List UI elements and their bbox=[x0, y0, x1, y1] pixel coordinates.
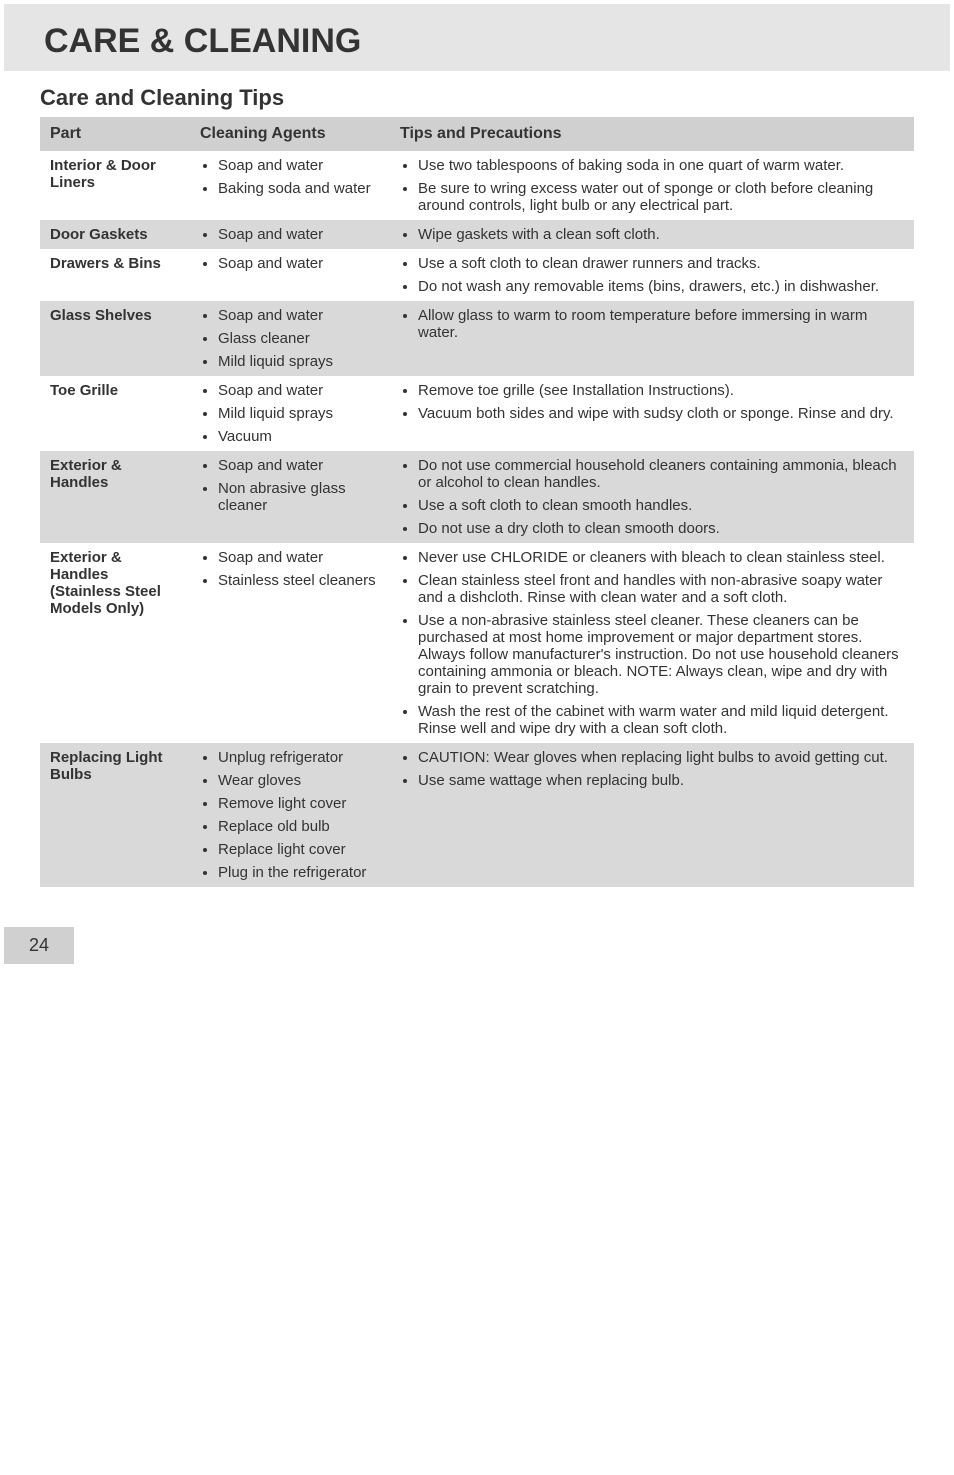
list-item: Wear gloves bbox=[218, 772, 380, 789]
list-item: Clean stainless steel front and handles … bbox=[418, 572, 904, 606]
part-cell: Toe Grille bbox=[40, 376, 190, 451]
col-agents: Cleaning Agents bbox=[190, 117, 390, 151]
tips-cell: Wipe gaskets with a clean soft cloth. bbox=[390, 220, 914, 249]
table-row: Glass Shelves Soap and water Glass clean… bbox=[40, 301, 914, 376]
list-item: Mild liquid sprays bbox=[218, 405, 380, 422]
list-item: Use two tablespoons of baking soda in on… bbox=[418, 157, 904, 174]
agents-cell: Soap and water bbox=[190, 220, 390, 249]
table-row: Interior & Door Liners Soap and water Ba… bbox=[40, 151, 914, 220]
table-row: Exterior & Handles Soap and water Non ab… bbox=[40, 451, 914, 543]
tips-cell: CAUTION: Wear gloves when replacing ligh… bbox=[390, 743, 914, 887]
list-item: Remove toe grille (see Installation Inst… bbox=[418, 382, 904, 399]
list-item: Non abrasive glass cleaner bbox=[218, 480, 380, 514]
list-item: Mild liquid sprays bbox=[218, 353, 380, 370]
tips-cell: Do not use commercial household cleaners… bbox=[390, 451, 914, 543]
part-cell: Exterior & Handles bbox=[40, 451, 190, 543]
list-item: Allow glass to warm to room temperature … bbox=[418, 307, 904, 341]
part-cell: Exterior & Handles (Stainless Steel Mode… bbox=[40, 543, 190, 743]
list-item: Soap and water bbox=[218, 157, 380, 174]
table-row: Drawers & Bins Soap and water Use a soft… bbox=[40, 249, 914, 301]
table-row: Exterior & Handles (Stainless Steel Mode… bbox=[40, 543, 914, 743]
list-item: Use same wattage when replacing bulb. bbox=[418, 772, 904, 789]
content-area: Care and Cleaning Tips Part Cleaning Age… bbox=[0, 85, 954, 887]
table-header-row: Part Cleaning Agents Tips and Precaution… bbox=[40, 117, 914, 151]
list-item: Do not wash any removable items (bins, d… bbox=[418, 278, 904, 295]
list-item: Baking soda and water bbox=[218, 180, 380, 197]
list-item: Vacuum bbox=[218, 428, 380, 445]
list-item: CAUTION: Wear gloves when replacing ligh… bbox=[418, 749, 904, 766]
agents-cell: Soap and water Stainless steel cleaners bbox=[190, 543, 390, 743]
tips-cell: Remove toe grille (see Installation Inst… bbox=[390, 376, 914, 451]
agents-cell: Soap and water Glass cleaner Mild liquid… bbox=[190, 301, 390, 376]
list-item: Use a soft cloth to clean drawer runners… bbox=[418, 255, 904, 272]
table-row: Door Gaskets Soap and water Wipe gaskets… bbox=[40, 220, 914, 249]
list-item: Use a soft cloth to clean smooth handles… bbox=[418, 497, 904, 514]
header-band: CARE & CLEANING bbox=[4, 4, 950, 71]
agents-cell: Soap and water Baking soda and water bbox=[190, 151, 390, 220]
part-cell: Door Gaskets bbox=[40, 220, 190, 249]
agents-cell: Unplug refrigerator Wear gloves Remove l… bbox=[190, 743, 390, 887]
list-item: Remove light cover bbox=[218, 795, 380, 812]
part-cell: Drawers & Bins bbox=[40, 249, 190, 301]
agents-cell: Soap and water bbox=[190, 249, 390, 301]
list-item: Never use CHLORIDE or cleaners with blea… bbox=[418, 549, 904, 566]
part-cell: Interior & Door Liners bbox=[40, 151, 190, 220]
list-item: Be sure to wring excess water out of spo… bbox=[418, 180, 904, 214]
list-item: Use a non-abrasive stainless steel clean… bbox=[418, 612, 904, 697]
agents-cell: Soap and water Non abrasive glass cleane… bbox=[190, 451, 390, 543]
list-item: Soap and water bbox=[218, 549, 380, 566]
list-item: Glass cleaner bbox=[218, 330, 380, 347]
part-cell: Replacing Light Bulbs bbox=[40, 743, 190, 887]
table-row: Replacing Light Bulbs Unplug refrigerato… bbox=[40, 743, 914, 887]
page-number: 24 bbox=[4, 927, 74, 964]
list-item: Stainless steel cleaners bbox=[218, 572, 380, 589]
list-item: Do not use commercial household cleaners… bbox=[418, 457, 904, 491]
list-item: Vacuum both sides and wipe with sudsy cl… bbox=[418, 405, 904, 422]
tips-cell: Never use CHLORIDE or cleaners with blea… bbox=[390, 543, 914, 743]
list-item: Do not use a dry cloth to clean smooth d… bbox=[418, 520, 904, 537]
list-item: Soap and water bbox=[218, 382, 380, 399]
agents-cell: Soap and water Mild liquid sprays Vacuum bbox=[190, 376, 390, 451]
list-item: Plug in the refrigerator bbox=[218, 864, 380, 881]
list-item: Soap and water bbox=[218, 457, 380, 474]
col-part: Part bbox=[40, 117, 190, 151]
subtitle: Care and Cleaning Tips bbox=[40, 85, 914, 111]
list-item: Unplug refrigerator bbox=[218, 749, 380, 766]
part-cell: Glass Shelves bbox=[40, 301, 190, 376]
list-item: Soap and water bbox=[218, 255, 380, 272]
list-item: Soap and water bbox=[218, 307, 380, 324]
tips-cell: Allow glass to warm to room temperature … bbox=[390, 301, 914, 376]
list-item: Replace old bulb bbox=[218, 818, 380, 835]
tips-cell: Use a soft cloth to clean drawer runners… bbox=[390, 249, 914, 301]
table-row: Toe Grille Soap and water Mild liquid sp… bbox=[40, 376, 914, 451]
list-item: Wash the rest of the cabinet with warm w… bbox=[418, 703, 904, 737]
cleaning-table: Part Cleaning Agents Tips and Precaution… bbox=[40, 117, 914, 887]
col-tips: Tips and Precautions bbox=[390, 117, 914, 151]
list-item: Soap and water bbox=[218, 226, 380, 243]
list-item: Replace light cover bbox=[218, 841, 380, 858]
tips-cell: Use two tablespoons of baking soda in on… bbox=[390, 151, 914, 220]
page-title: CARE & CLEANING bbox=[44, 22, 910, 61]
list-item: Wipe gaskets with a clean soft cloth. bbox=[418, 226, 904, 243]
